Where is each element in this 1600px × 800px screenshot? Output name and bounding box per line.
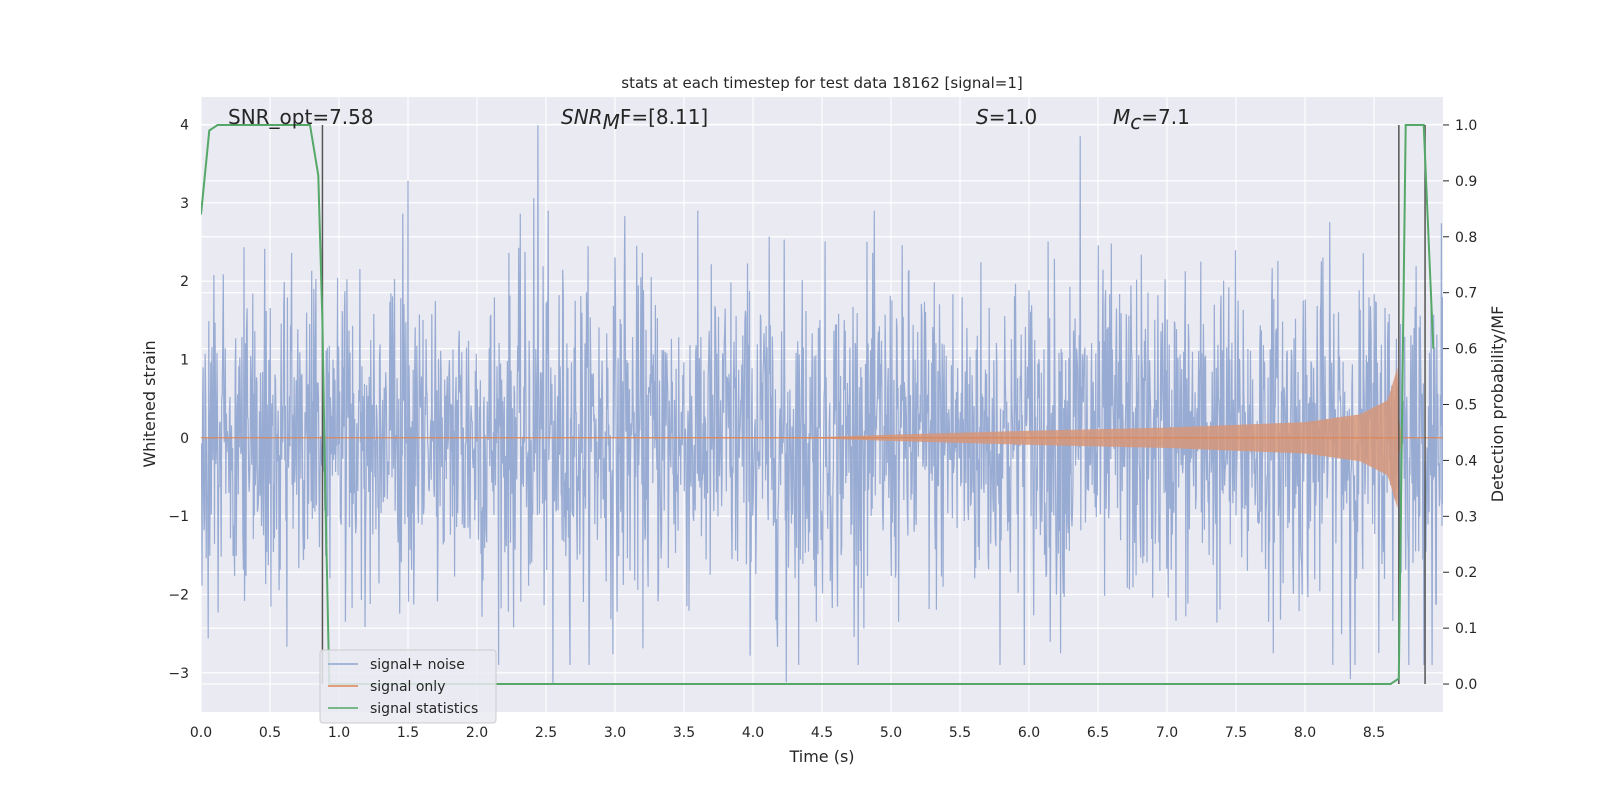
y2-axis-label: Detection probability/MF xyxy=(1488,306,1507,503)
x-tick-label: 0.0 xyxy=(190,725,212,741)
y-tick-label: 3 xyxy=(180,196,189,212)
series-signal-noise xyxy=(201,125,1443,685)
legend: signal+ noise signal only signal statist… xyxy=(319,649,497,724)
x-axis-label: Time (s) xyxy=(788,747,854,766)
x-tick-label: 4.5 xyxy=(811,725,833,741)
x-tick-label: 8.0 xyxy=(1294,725,1316,741)
y2-tick-label: 0.7 xyxy=(1455,286,1477,302)
x-tick-label: 1.0 xyxy=(328,725,350,741)
x-tick-label: 6.5 xyxy=(1087,725,1109,741)
y2-tick-label: 0.1 xyxy=(1455,621,1477,637)
vertical-markers xyxy=(321,124,1426,685)
x-tick-label: 2.5 xyxy=(535,725,557,741)
x-tick-labels: 0.0 0.5 1.0 1.5 2.0 2.5 3.0 3.5 4.0 4.5 5.0 5.5 6.0 6… xyxy=(190,725,1385,741)
mc-base: M xyxy=(1113,105,1130,129)
y2-tick-label: 0.5 xyxy=(1455,398,1477,414)
legend-label-signal-statistics: signal statistics xyxy=(370,701,478,717)
y2-tick-label: 0.6 xyxy=(1455,342,1477,358)
y-axis-label: Whitened strain xyxy=(140,340,159,467)
x-tick-label: 1.5 xyxy=(397,725,419,741)
y2-tick-label: 0.8 xyxy=(1455,230,1477,246)
snr-mf-annotation: SNRMF=[8.11] xyxy=(561,105,708,134)
series-signal-only xyxy=(201,367,1443,509)
signal-noise-line xyxy=(201,125,1443,685)
y-tick-label: −3 xyxy=(168,666,189,682)
s-value: =1.0 xyxy=(989,105,1038,129)
x-tick-label: 8.5 xyxy=(1363,725,1385,741)
series-signal-statistics xyxy=(201,124,1435,685)
snr-mf-rest: F=[8.11] xyxy=(620,105,708,129)
y2-tick-label: 0.0 xyxy=(1455,677,1477,693)
s-label: S xyxy=(976,105,989,129)
x-tick-label: 4.0 xyxy=(742,725,764,741)
x-tick-label: 2.0 xyxy=(466,725,488,741)
y-tick-labels: −3 −2 −1 0 1 2 3 4 xyxy=(168,117,189,681)
x-tick-label: 6.0 xyxy=(1018,725,1040,741)
snr-mf-base: SNR xyxy=(561,105,603,129)
mc-value: =7.1 xyxy=(1141,105,1190,129)
legend-box xyxy=(319,649,497,724)
y-tick-label: −2 xyxy=(168,587,189,603)
x-tick-label: 3.0 xyxy=(604,725,626,741)
s-annotation: S=1.0 xyxy=(976,105,1037,129)
y-tick-label: 4 xyxy=(180,117,189,133)
y-tick-label: −1 xyxy=(168,509,189,525)
snr-mf-sub: M xyxy=(603,110,620,134)
x-tick-label: 5.5 xyxy=(949,725,971,741)
legend-label-signal-only: signal only xyxy=(370,679,445,695)
mc-sub: c xyxy=(1130,110,1141,134)
y2-tick-label: 1.0 xyxy=(1455,118,1477,134)
x-tick-label: 0.5 xyxy=(259,725,281,741)
y2-tick-label: 0.2 xyxy=(1455,565,1477,581)
y2-tick-labels: 0.0 0.1 0.2 0.3 0.4 0.5 0.6 0.7 0.8 0.9 1.0 xyxy=(1443,118,1477,693)
y2-tick-label: 0.4 xyxy=(1455,453,1477,469)
y2-tick-label: 0.9 xyxy=(1455,174,1477,190)
y-tick-label: 0 xyxy=(180,431,189,447)
y-tick-label: 2 xyxy=(180,274,189,290)
y2-tick-label: 0.3 xyxy=(1455,509,1477,525)
x-tick-label: 7.0 xyxy=(1156,725,1178,741)
y-tick-label: 1 xyxy=(180,352,189,368)
x-tick-label: 7.5 xyxy=(1225,725,1247,741)
mc-annotation: Mc=7.1 xyxy=(1113,105,1190,134)
x-tick-label: 3.5 xyxy=(673,725,695,741)
signal-statistics-line xyxy=(201,124,1435,685)
x-tick-label: 5.0 xyxy=(880,725,902,741)
snr-opt-annotation: SNR_opt=7.58 xyxy=(228,105,374,129)
chart-title: stats at each timestep for test data 181… xyxy=(621,74,1022,92)
legend-label-signal-noise: signal+ noise xyxy=(370,657,465,673)
